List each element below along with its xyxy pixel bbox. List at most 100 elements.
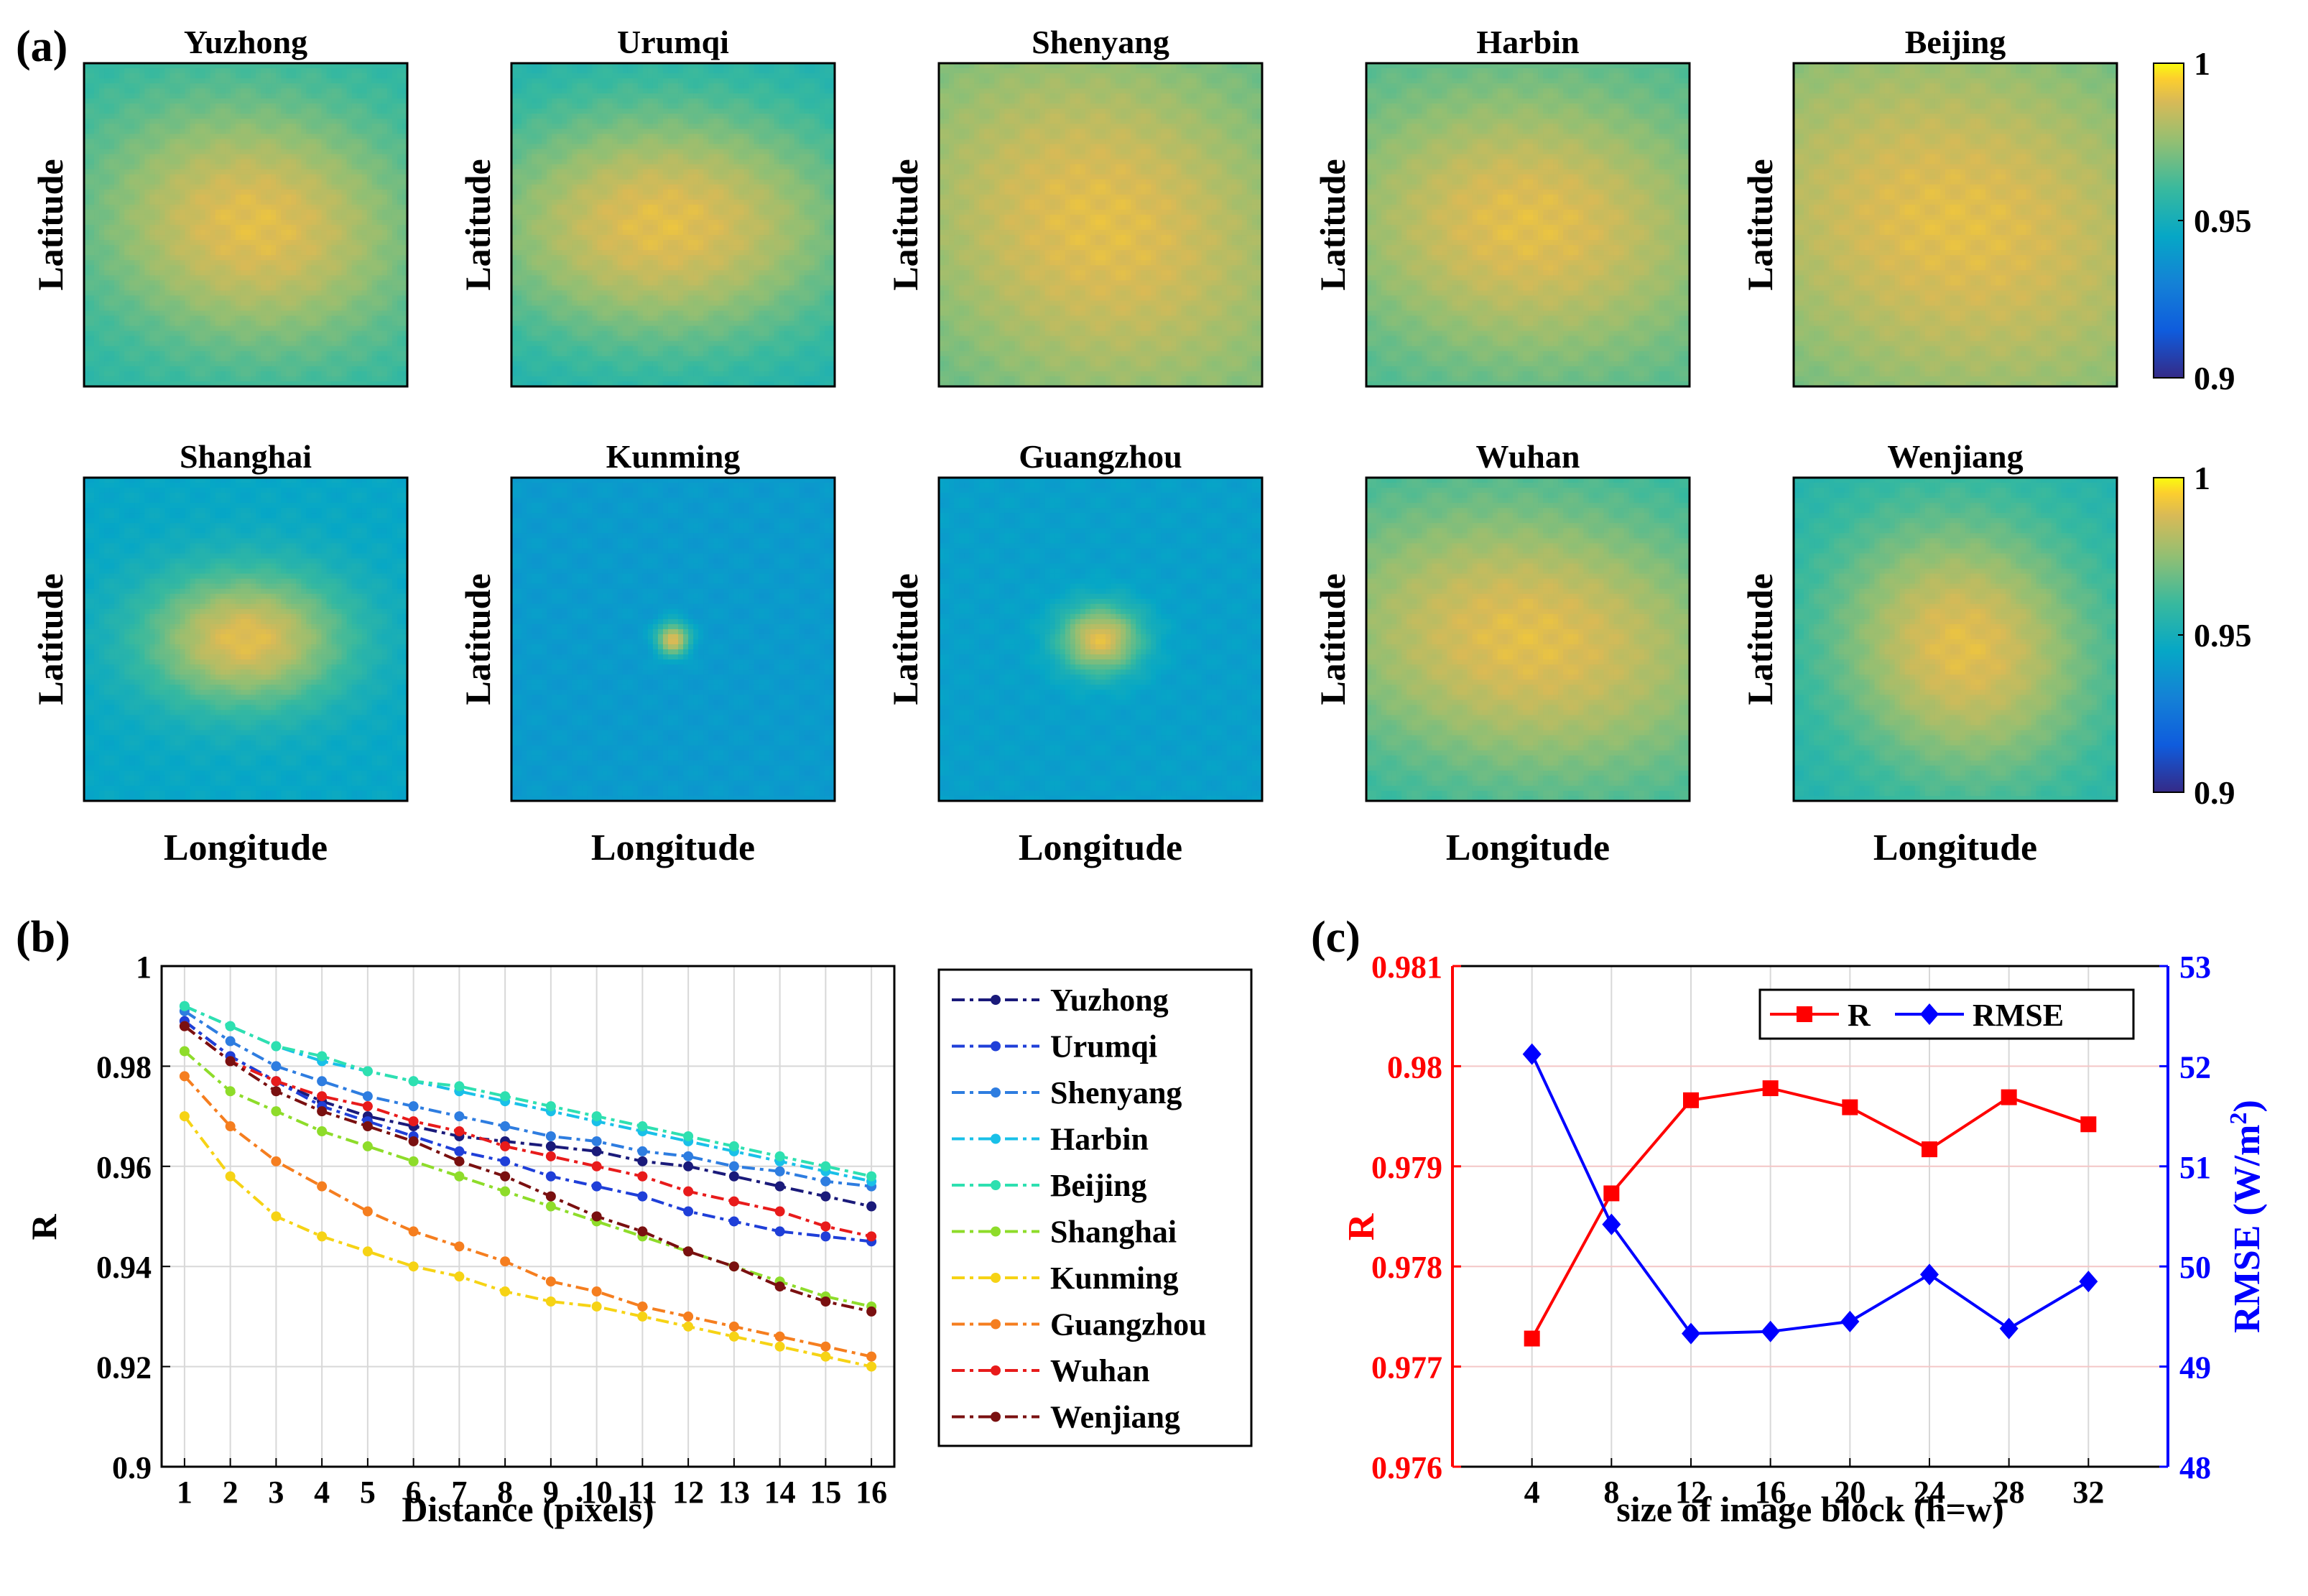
- heatmap-title: Beijing: [1905, 24, 2006, 60]
- y-tick-label: 0.96: [96, 1150, 152, 1185]
- right-tick-label: 50: [2179, 1250, 2211, 1285]
- data-point: [226, 1121, 236, 1131]
- heatmap-title: Guangzhou: [1019, 438, 1182, 475]
- legend-label: Yuzhong: [1050, 983, 1169, 1018]
- data-point: [454, 1126, 464, 1136]
- data-point: [820, 1161, 830, 1172]
- data-point: [363, 1091, 373, 1101]
- panel-b-ylabel: R: [24, 1214, 64, 1240]
- series-line: [185, 1076, 871, 1356]
- heatmap-xlabel: Longitude: [591, 827, 755, 868]
- data-point: [1603, 1185, 1619, 1201]
- data-point: [775, 1151, 785, 1161]
- data-point: [226, 1056, 236, 1066]
- data-point: [820, 1192, 830, 1202]
- data-point: [546, 1296, 556, 1307]
- heatmap-xlabel: Longitude: [1019, 827, 1182, 868]
- data-point: [1840, 1311, 1859, 1332]
- data-point: [226, 1036, 236, 1047]
- data-point: [683, 1151, 693, 1161]
- data-point: [363, 1246, 373, 1256]
- left-tick-label: 0.976: [1371, 1450, 1442, 1485]
- heatmap-ylabel: Latitude: [458, 159, 498, 290]
- legend-marker: [991, 1134, 1001, 1144]
- series-kunming: [180, 1111, 876, 1372]
- heatmap-title: Shenyang: [1032, 24, 1169, 60]
- data-point: [866, 1352, 876, 1362]
- panel-c-right-label: RMSE (W/m2): [2225, 1100, 2268, 1333]
- data-point: [775, 1281, 785, 1291]
- series-shenyang: [180, 1006, 876, 1192]
- x-tick-label: 4: [314, 1475, 330, 1510]
- data-point: [2000, 1318, 2019, 1340]
- series-guangzhou: [180, 1071, 876, 1361]
- right-tick-label: 53: [2179, 950, 2211, 985]
- heatmap-urumqi: Urumqi Latitude: [458, 24, 835, 387]
- data-point: [409, 1101, 419, 1111]
- data-point: [729, 1141, 739, 1151]
- x-tick-label: 15: [810, 1475, 841, 1510]
- data-point: [409, 1116, 419, 1126]
- heatmap-xlabel: Longitude: [164, 827, 328, 868]
- left-tick-label: 0.979: [1371, 1150, 1442, 1185]
- colorbar-tick-label: 1: [2194, 460, 2210, 496]
- data-point: [454, 1172, 464, 1182]
- data-point: [683, 1312, 693, 1322]
- data-point: [729, 1161, 739, 1172]
- left-tick-label: 0.981: [1371, 950, 1442, 985]
- colorbar-tick-label: 1: [2194, 45, 2210, 82]
- panel-c-grid: [1452, 966, 2168, 1467]
- panel-a-heatmaps: Yuzhong Latitude Urumqi Latitude ShenyangLat…: [30, 24, 2252, 868]
- legend-label: Harbin: [1050, 1122, 1149, 1157]
- data-point: [866, 1307, 876, 1317]
- legend-marker: [1797, 1006, 1812, 1022]
- data-point: [317, 1106, 327, 1116]
- y-tick-label: 0.9: [112, 1450, 152, 1485]
- data-point: [775, 1207, 785, 1217]
- data-point: [454, 1241, 464, 1251]
- data-point: [500, 1121, 510, 1131]
- data-point: [820, 1352, 830, 1362]
- heatmap-ylabel: Latitude: [1312, 573, 1353, 705]
- data-point: [1842, 1100, 1858, 1115]
- data-point: [775, 1332, 785, 1342]
- data-point: [454, 1111, 464, 1121]
- data-point: [500, 1091, 510, 1101]
- data-point: [637, 1121, 647, 1131]
- heatmap-title: Yuzhong: [184, 24, 307, 60]
- data-point: [226, 1172, 236, 1182]
- data-point: [271, 1212, 281, 1222]
- panel-a-label: (a): [16, 22, 68, 71]
- data-point: [592, 1302, 602, 1312]
- data-point: [866, 1202, 876, 1212]
- data-point: [637, 1192, 647, 1202]
- x-tick-label: 13: [718, 1475, 750, 1510]
- x-tick-label: 5: [360, 1475, 376, 1510]
- data-point: [820, 1342, 830, 1352]
- data-point: [500, 1256, 510, 1266]
- panel-c-xlabel: size of image block (h=w): [1616, 1489, 2004, 1529]
- data-point: [363, 1141, 373, 1151]
- colorbar-tick-label: 0.95: [2194, 203, 2252, 239]
- data-point: [1683, 1092, 1699, 1108]
- data-point: [775, 1182, 785, 1192]
- series-wuhan: [180, 1021, 876, 1242]
- data-point: [500, 1172, 510, 1182]
- series-r: [1524, 1080, 2097, 1347]
- data-point: [317, 1091, 327, 1101]
- data-point: [409, 1156, 419, 1166]
- data-point: [683, 1131, 693, 1141]
- data-point: [317, 1051, 327, 1061]
- x-tick-label: 3: [268, 1475, 284, 1510]
- panel-b-legend: YuzhongUrumqiShenyangHarbinBeijingShangh…: [939, 970, 1251, 1446]
- panel-c-label: (c): [1311, 913, 1361, 962]
- heatmap-title: Urumqi: [617, 24, 729, 60]
- colorbar-tick-label: 0.9: [2194, 360, 2235, 396]
